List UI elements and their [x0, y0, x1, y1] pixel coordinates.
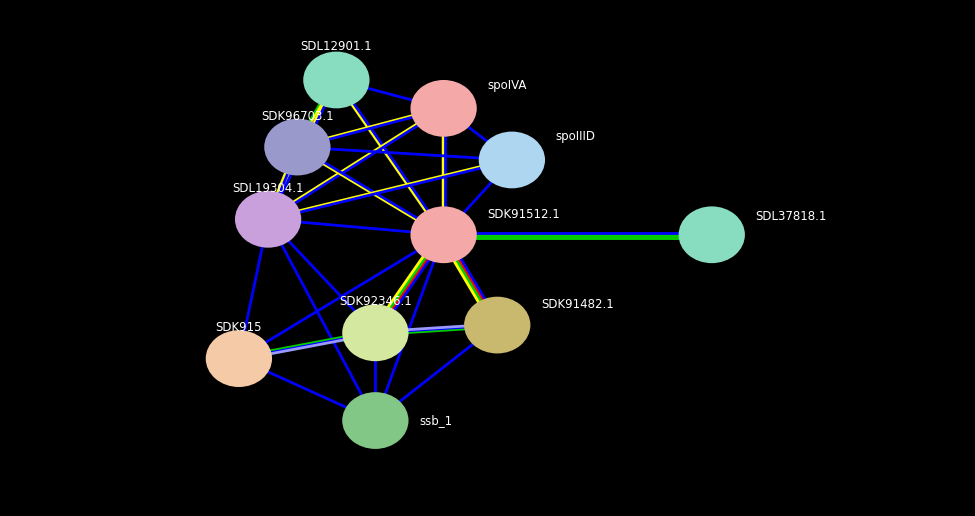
Ellipse shape	[342, 392, 409, 449]
Ellipse shape	[679, 206, 745, 263]
Text: SDK96703.1: SDK96703.1	[261, 109, 333, 123]
Ellipse shape	[410, 80, 477, 137]
Text: SDK91512.1: SDK91512.1	[488, 207, 561, 221]
Text: SDK92346.1: SDK92346.1	[339, 295, 411, 309]
Text: spoIVA: spoIVA	[488, 78, 526, 92]
Ellipse shape	[206, 330, 272, 387]
Text: ssb_1: ssb_1	[419, 414, 452, 427]
Text: spoIIID: spoIIID	[556, 130, 596, 143]
Text: SDL37818.1: SDL37818.1	[756, 210, 827, 223]
Text: SDL12901.1: SDL12901.1	[300, 40, 372, 53]
Text: SDK915: SDK915	[215, 321, 262, 334]
Ellipse shape	[342, 304, 409, 361]
Text: SDK91482.1: SDK91482.1	[541, 298, 614, 311]
Ellipse shape	[410, 206, 477, 263]
Text: SDL19304.1: SDL19304.1	[232, 182, 304, 195]
Ellipse shape	[303, 52, 370, 108]
Ellipse shape	[464, 297, 530, 353]
Ellipse shape	[235, 191, 301, 248]
Ellipse shape	[479, 132, 545, 188]
Ellipse shape	[264, 119, 331, 175]
